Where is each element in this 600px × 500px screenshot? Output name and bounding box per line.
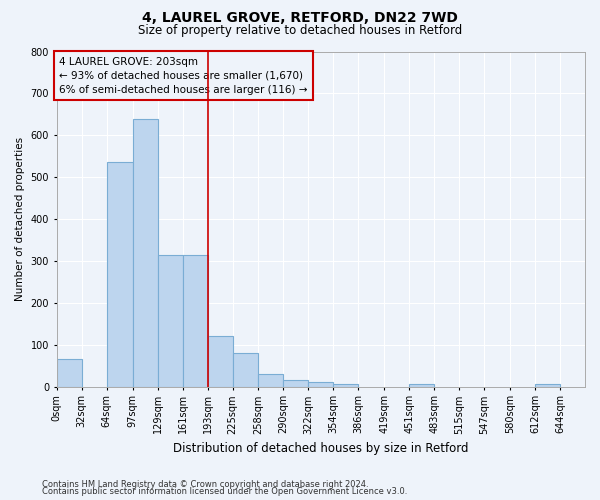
- Text: 4, LAUREL GROVE, RETFORD, DN22 7WD: 4, LAUREL GROVE, RETFORD, DN22 7WD: [142, 12, 458, 26]
- Bar: [158, 254, 182, 386]
- Bar: [308, 382, 334, 386]
- X-axis label: Distribution of detached houses by size in Retford: Distribution of detached houses by size …: [173, 442, 469, 455]
- Bar: [233, 353, 259, 386]
- Text: Size of property relative to detached houses in Retford: Size of property relative to detached ho…: [138, 24, 462, 37]
- Bar: [259, 374, 283, 386]
- Bar: [107, 162, 133, 386]
- Text: Contains public sector information licensed under the Open Government Licence v3: Contains public sector information licen…: [42, 487, 407, 496]
- Text: Contains HM Land Registry data © Crown copyright and database right 2024.: Contains HM Land Registry data © Crown c…: [42, 480, 368, 489]
- Text: 4 LAUREL GROVE: 203sqm
← 93% of detached houses are smaller (1,670)
6% of semi-d: 4 LAUREL GROVE: 203sqm ← 93% of detached…: [59, 56, 308, 94]
- Bar: [133, 118, 158, 386]
- Y-axis label: Number of detached properties: Number of detached properties: [15, 137, 25, 301]
- Bar: [208, 336, 233, 386]
- Bar: [56, 360, 82, 386]
- Bar: [182, 254, 208, 386]
- Bar: [334, 384, 358, 386]
- Bar: [535, 384, 560, 386]
- Bar: [283, 380, 308, 386]
- Bar: [409, 384, 434, 386]
